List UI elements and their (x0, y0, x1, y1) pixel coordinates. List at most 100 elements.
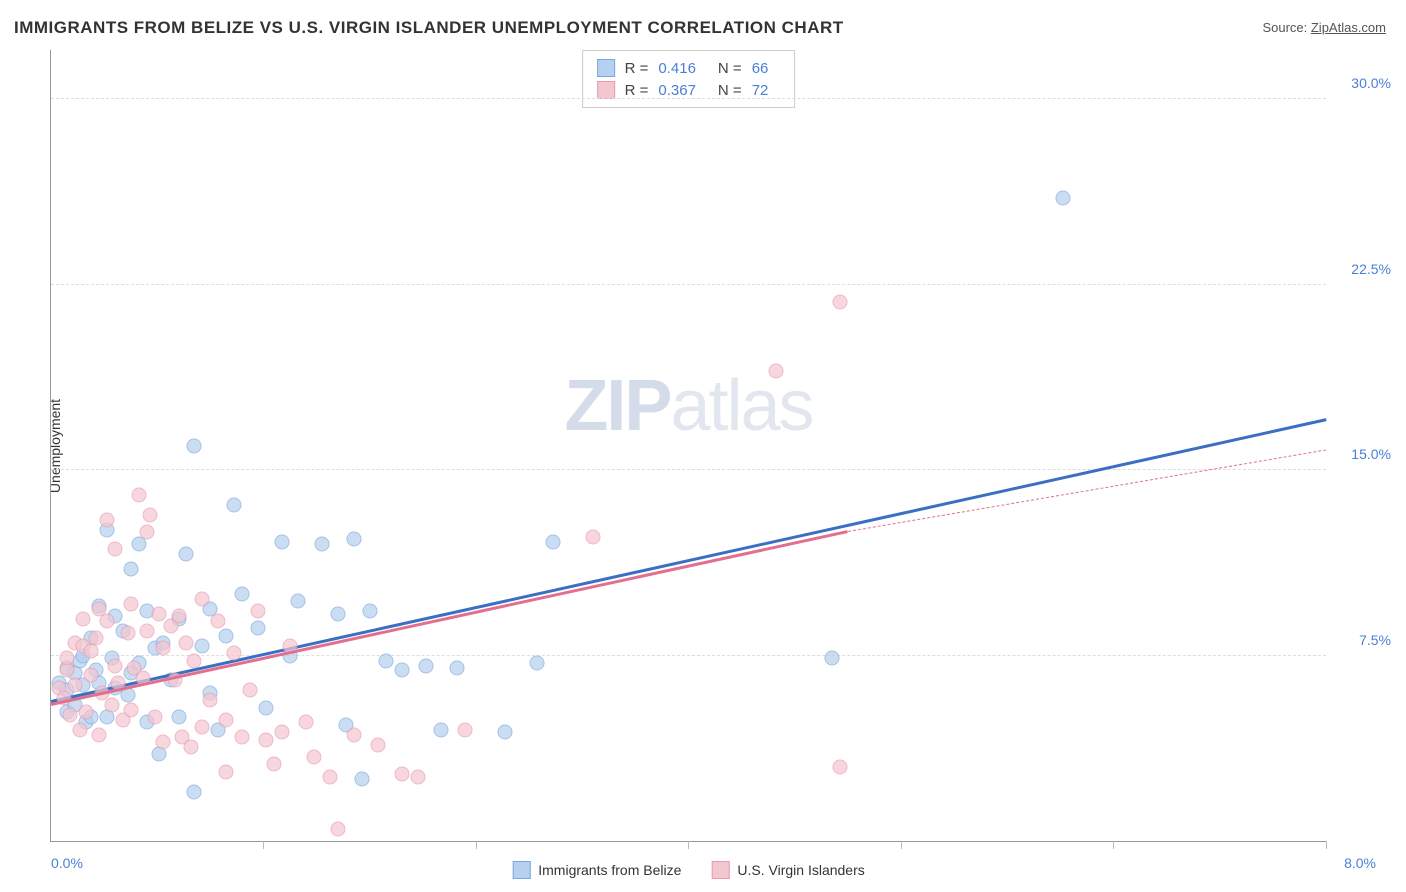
data-point (291, 594, 306, 609)
data-point (184, 740, 199, 755)
data-point (585, 529, 600, 544)
data-point (251, 621, 266, 636)
r-label: R = (625, 60, 649, 77)
data-point (139, 525, 154, 540)
legend-row-series-1: R = 0.416 N = 66 (597, 57, 781, 79)
data-point (171, 710, 186, 725)
data-point (434, 722, 449, 737)
source-link[interactable]: ZipAtlas.com (1311, 20, 1386, 35)
data-point (299, 715, 314, 730)
n-value-2: 72 (752, 82, 769, 99)
series-2-name: U.S. Virgin Islanders (737, 862, 864, 878)
y-tick-label: 22.5% (1351, 261, 1391, 277)
data-point (195, 720, 210, 735)
data-point (832, 759, 847, 774)
watermark-bold: ZIP (564, 366, 670, 446)
data-point (219, 764, 234, 779)
data-point (219, 628, 234, 643)
swatch-series-1 (512, 861, 530, 879)
data-point (123, 562, 138, 577)
gridline (51, 655, 1326, 656)
data-point (91, 727, 106, 742)
data-point (450, 660, 465, 675)
data-point (259, 732, 274, 747)
data-point (155, 735, 170, 750)
r-value-1: 0.416 (658, 60, 696, 77)
data-point (832, 295, 847, 310)
data-point (322, 769, 337, 784)
watermark-light: atlas (670, 366, 812, 446)
data-point (458, 722, 473, 737)
chart-title: IMMIGRANTS FROM BELIZE VS U.S. VIRGIN IS… (14, 18, 844, 38)
data-point (59, 651, 74, 666)
data-point (251, 604, 266, 619)
source-label: Source: (1262, 20, 1310, 35)
data-point (107, 658, 122, 673)
data-point (275, 725, 290, 740)
data-point (104, 698, 119, 713)
data-point (187, 784, 202, 799)
x-tick (688, 841, 689, 849)
data-point (120, 626, 135, 641)
data-point (139, 623, 154, 638)
data-point (498, 725, 513, 740)
source-attribution: Source: ZipAtlas.com (1262, 20, 1386, 35)
swatch-series-2 (711, 861, 729, 879)
n-label: N = (718, 82, 742, 99)
data-point (824, 651, 839, 666)
data-point (394, 663, 409, 678)
data-point (418, 658, 433, 673)
data-point (227, 497, 242, 512)
data-point (378, 653, 393, 668)
data-point (219, 712, 234, 727)
data-point (227, 646, 242, 661)
data-point (83, 668, 98, 683)
trend-line (848, 449, 1326, 532)
data-point (179, 547, 194, 562)
y-tick-label: 15.0% (1351, 446, 1391, 462)
data-point (75, 611, 90, 626)
legend-item-1: Immigrants from Belize (512, 861, 681, 879)
data-point (147, 710, 162, 725)
gridline (51, 469, 1326, 470)
data-point (99, 614, 114, 629)
data-point (203, 693, 218, 708)
gridline (51, 284, 1326, 285)
n-value-1: 66 (752, 60, 769, 77)
data-point (79, 705, 94, 720)
series-1-name: Immigrants from Belize (538, 862, 681, 878)
x-tick-label: 0.0% (51, 855, 83, 871)
data-point (63, 707, 78, 722)
data-point (88, 631, 103, 646)
data-point (142, 507, 157, 522)
scatter-chart: ZIPatlas R = 0.416 N = 66 R = 0.367 N = … (50, 50, 1326, 842)
data-point (211, 614, 226, 629)
x-tick-label: 8.0% (1344, 855, 1376, 871)
data-point (306, 749, 321, 764)
data-point (362, 604, 377, 619)
data-point (235, 586, 250, 601)
data-point (243, 683, 258, 698)
data-point (769, 364, 784, 379)
data-point (546, 534, 561, 549)
data-point (107, 542, 122, 557)
data-point (195, 591, 210, 606)
data-point (131, 487, 146, 502)
swatch-series-1 (597, 59, 615, 77)
data-point (195, 638, 210, 653)
series-legend: Immigrants from Belize U.S. Virgin Islan… (512, 861, 865, 879)
data-point (275, 534, 290, 549)
data-point (346, 727, 361, 742)
data-point (152, 606, 167, 621)
data-point (235, 730, 250, 745)
data-point (330, 606, 345, 621)
x-tick (263, 841, 264, 849)
data-point (370, 737, 385, 752)
r-value-2: 0.367 (658, 82, 696, 99)
swatch-series-2 (597, 81, 615, 99)
trend-line (51, 418, 1327, 702)
data-point (123, 703, 138, 718)
data-point (171, 609, 186, 624)
x-tick (901, 841, 902, 849)
r-label: R = (625, 82, 649, 99)
